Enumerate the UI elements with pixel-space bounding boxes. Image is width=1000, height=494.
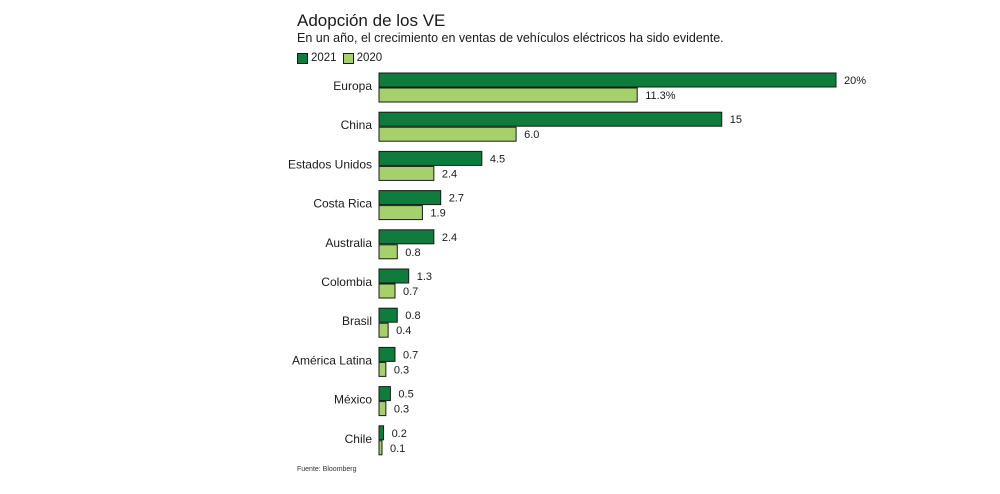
data-label-2020: 0.1 — [390, 443, 405, 455]
bar-2021 — [378, 229, 435, 245]
category-label: Australia — [325, 236, 372, 250]
data-label-2021: 2.4 — [442, 232, 457, 244]
category-label: América Latina — [292, 353, 372, 367]
bar-2021 — [378, 111, 723, 127]
category-label: México — [334, 393, 372, 407]
data-label-2021: 2.7 — [449, 193, 464, 205]
source-note: Fuente: Bloomberg — [297, 466, 357, 473]
bar-2021 — [378, 190, 442, 206]
bar-2021 — [378, 425, 385, 441]
data-label-2021: 0.8 — [405, 310, 420, 322]
data-label-2020: 1.9 — [430, 208, 445, 220]
bar-2021 — [378, 268, 410, 284]
legend-label-2020: 2020 — [356, 52, 383, 64]
bar-2020 — [378, 440, 383, 456]
data-label-2021: 15 — [730, 114, 742, 126]
bar-2020 — [378, 244, 398, 260]
legend-label-2021: 2021 — [311, 52, 337, 64]
category-label: Colombia — [321, 275, 372, 289]
data-label-2020: 0.3 — [394, 404, 409, 416]
data-label-2021: 0.5 — [398, 389, 413, 401]
bar-2020 — [378, 126, 517, 142]
data-label-2021: 0.2 — [392, 428, 407, 440]
legend-item-2020: 2020 — [342, 52, 383, 64]
legend-item-2021: 2021 — [297, 52, 337, 64]
category-label: Costa Rica — [313, 197, 372, 211]
category-label: Brasil — [342, 314, 372, 328]
chart-legend: 2021 2020 — [297, 52, 388, 64]
legend-swatch-2020 — [342, 52, 354, 64]
data-label-2021: 4.5 — [490, 153, 505, 165]
bar-2021 — [378, 72, 837, 88]
data-label-2020: 0.4 — [396, 325, 411, 337]
legend-swatch-2021 — [297, 52, 308, 64]
data-label-2020: 0.7 — [403, 286, 418, 298]
category-label: China — [341, 118, 373, 132]
bar-2021 — [378, 307, 398, 323]
bar-2021 — [378, 386, 391, 402]
bar-2020 — [378, 87, 638, 103]
bar-2020 — [378, 401, 387, 417]
data-label-2020: 11.3% — [645, 90, 676, 102]
chart-subtitle: En un año, el crecimiento en ventas de v… — [297, 31, 724, 45]
category-label: Chile — [345, 432, 373, 446]
data-label-2020: 0.8 — [405, 247, 420, 259]
bar-2021 — [378, 346, 396, 362]
chart-title: Adopción de los VE — [297, 11, 446, 30]
category-label: Europa — [333, 79, 372, 93]
data-label-2020: 2.4 — [442, 168, 457, 180]
data-label-2021: 1.3 — [417, 271, 432, 283]
bar-2020 — [378, 165, 435, 181]
bar-2020 — [378, 205, 423, 221]
bar-2021 — [378, 150, 483, 166]
bar-2020 — [378, 322, 389, 338]
data-label-2021: 0.7 — [403, 349, 418, 361]
data-label-2020: 0.3 — [394, 364, 409, 376]
bar-2020 — [378, 283, 396, 299]
data-label-2020: 6.0 — [524, 129, 539, 141]
bar-2020 — [378, 361, 387, 377]
data-label-2021: 20% — [844, 75, 866, 87]
category-label: Estados Unidos — [288, 157, 372, 171]
